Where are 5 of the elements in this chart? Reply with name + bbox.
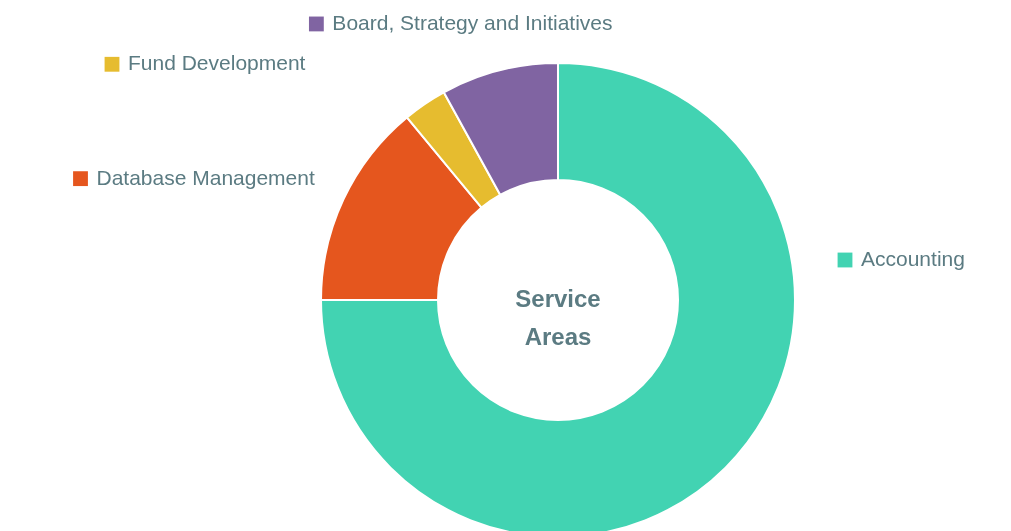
text: Service Areas [515,285,601,350]
legend-label: Database Management [96,165,315,189]
legend-label: Board, Strategy and Initiatives [332,10,613,34]
legend-label: Fund Development [128,51,306,75]
legend-label: Accounting [861,247,965,270]
